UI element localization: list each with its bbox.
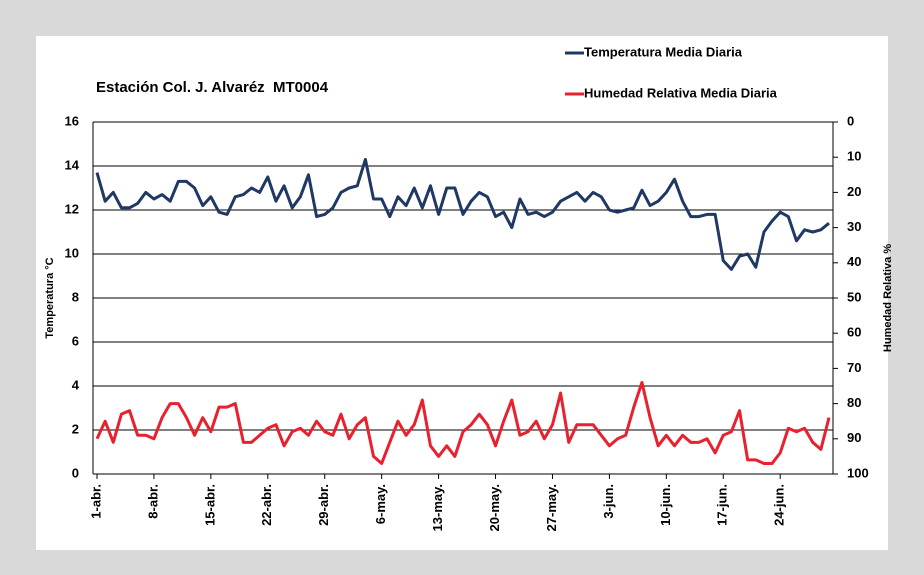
y2-tick-label: 30	[847, 219, 861, 234]
y2-axis-title: Humedad Relativa %	[882, 244, 894, 352]
y-tick-label: 4	[72, 377, 80, 392]
x-tick-label: 22-abr.	[259, 484, 274, 526]
y2-tick-label: 40	[847, 254, 861, 269]
x-tick-label: 27-may.	[544, 484, 559, 531]
legend-label: Temperatura Media Diaria	[584, 44, 743, 59]
y-axis-title: Temperatura °C	[44, 257, 56, 338]
x-tick-label: 24-jun.	[772, 484, 787, 526]
y2-tick-label: 80	[847, 395, 861, 410]
x-tick-label: 29-abr.	[316, 484, 331, 526]
y2-tick-label: 10	[847, 149, 861, 164]
data-line	[95, 380, 831, 465]
y-tick-label: 14	[65, 157, 80, 172]
x-tick-label: 3-jun.	[601, 484, 616, 519]
y-tick-label: 6	[72, 333, 79, 348]
x-tick-label: 10-jun.	[658, 484, 673, 526]
y2-tick-label: 70	[847, 360, 861, 375]
y-tick-label: 2	[72, 421, 79, 436]
x-tick-label: 20-may.	[487, 484, 502, 531]
x-tick-label: 1-abr.	[88, 484, 103, 519]
chart-title: Estación Col. J. Alvaréz MT0004	[96, 79, 329, 96]
legend-label: Humedad Relativa Media Diaria	[584, 85, 778, 100]
y-tick-label: 8	[72, 289, 79, 304]
x-tick-label: 6-may.	[373, 484, 388, 524]
x-tick-label: 13-may.	[430, 484, 445, 531]
y-tick-label: 0	[72, 465, 79, 480]
y2-tick-label: 60	[847, 325, 861, 340]
x-tick-label: 17-jun.	[715, 484, 730, 526]
y-tick-label: 12	[65, 201, 79, 216]
y2-tick-label: 20	[847, 184, 861, 199]
y2-tick-label: 90	[847, 430, 861, 445]
panel	[36, 36, 888, 550]
y-tick-label: 10	[65, 245, 79, 260]
data-line	[95, 157, 830, 271]
x-tick-label: 15-abr.	[202, 484, 217, 526]
y2-tick-label: 50	[847, 289, 861, 304]
y-tick-label: 16	[65, 113, 79, 128]
y2-tick-label: 0	[847, 113, 854, 128]
x-tick-label: 8-abr.	[145, 484, 160, 519]
y2-tick-label: 100	[847, 465, 869, 480]
